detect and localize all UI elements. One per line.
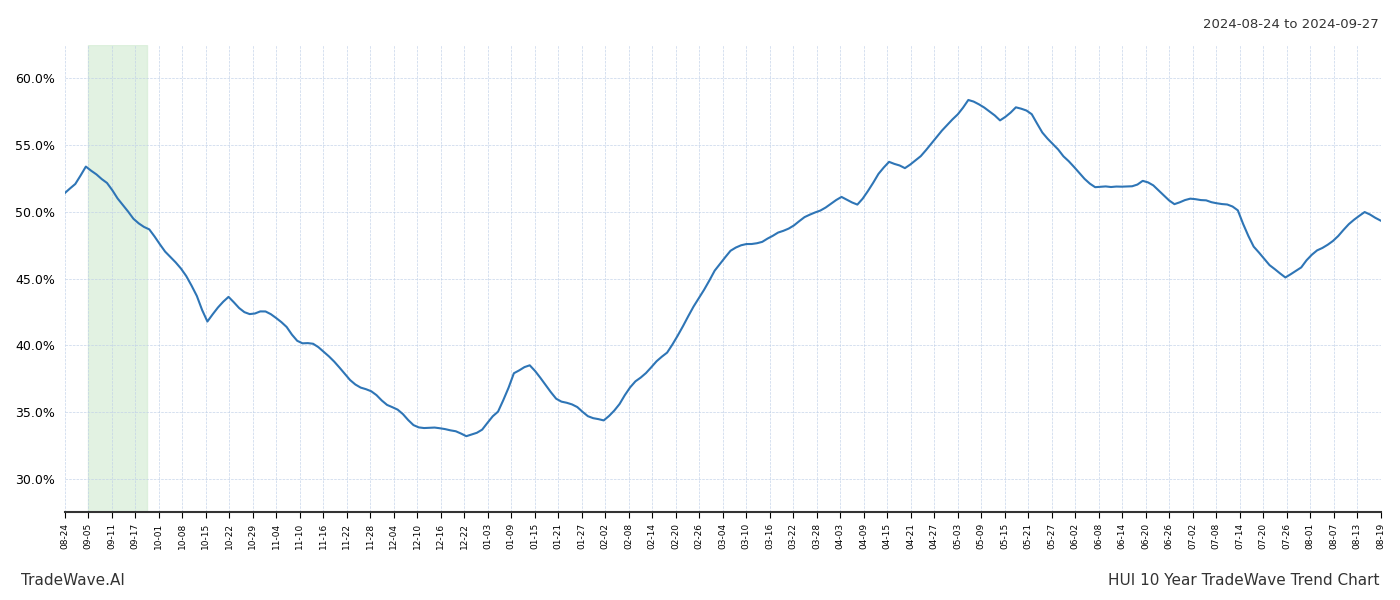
Text: HUI 10 Year TradeWave Trend Chart: HUI 10 Year TradeWave Trend Chart (1107, 573, 1379, 588)
Text: TradeWave.AI: TradeWave.AI (21, 573, 125, 588)
Text: 2024-08-24 to 2024-09-27: 2024-08-24 to 2024-09-27 (1203, 18, 1379, 31)
Bar (88, 45, 147, 512)
